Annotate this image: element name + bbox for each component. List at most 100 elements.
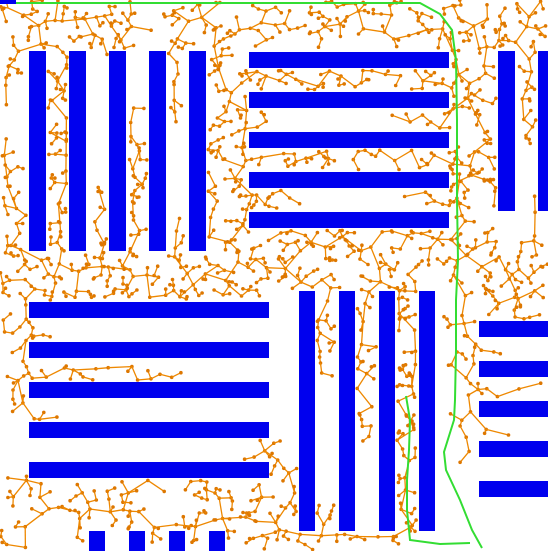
tree-edge bbox=[245, 126, 258, 130]
tree-edge bbox=[498, 256, 507, 270]
tree-edge bbox=[121, 251, 131, 267]
tree-node bbox=[425, 201, 429, 206]
tree-edge bbox=[363, 28, 385, 33]
tree-node bbox=[530, 254, 534, 259]
tree-node bbox=[55, 75, 59, 80]
tree-node bbox=[476, 269, 480, 274]
tree-node bbox=[88, 41, 92, 46]
tree-node bbox=[2, 330, 7, 334]
tree-edge bbox=[344, 533, 358, 538]
solution-path bbox=[0, 1, 483, 549]
tree-node bbox=[366, 77, 371, 82]
tree-node bbox=[134, 488, 139, 493]
tree-node bbox=[54, 122, 59, 127]
tree-node bbox=[308, 30, 313, 34]
tree-node bbox=[462, 333, 467, 338]
tree-node bbox=[395, 286, 400, 290]
tree-node bbox=[8, 312, 13, 316]
tree-edge bbox=[400, 508, 413, 526]
tree-node bbox=[129, 140, 133, 144]
tree-edge bbox=[40, 43, 58, 48]
tree-edge bbox=[174, 230, 178, 249]
tree-edge bbox=[63, 291, 76, 298]
tree-node bbox=[13, 243, 18, 247]
tree-node bbox=[460, 79, 464, 83]
tree-node bbox=[366, 262, 370, 267]
tree-edge bbox=[122, 492, 129, 510]
tree-node bbox=[400, 383, 405, 388]
tree-edge bbox=[54, 181, 67, 185]
tree-node bbox=[332, 277, 336, 282]
tree-node bbox=[398, 501, 403, 506]
tree-edge bbox=[1, 9, 7, 22]
tree-edge bbox=[10, 232, 21, 246]
tree-edge bbox=[352, 159, 360, 170]
tree-node bbox=[402, 194, 407, 199]
tree-node bbox=[498, 44, 502, 48]
tree-node bbox=[84, 11, 89, 16]
tree-node bbox=[16, 190, 21, 195]
tree-node bbox=[358, 413, 362, 417]
tree-node bbox=[336, 77, 340, 81]
tree-node bbox=[527, 137, 531, 142]
tree-node bbox=[184, 264, 189, 269]
tree-node bbox=[447, 111, 451, 115]
tree-edge bbox=[57, 203, 61, 223]
tree-node bbox=[341, 24, 346, 29]
tree-node bbox=[413, 69, 418, 73]
tree-node bbox=[469, 33, 473, 37]
tree-edge bbox=[26, 479, 42, 485]
tree-edge bbox=[257, 30, 267, 41]
tree-edge bbox=[370, 246, 381, 269]
tree-node bbox=[258, 243, 263, 248]
tree-edge bbox=[108, 499, 111, 512]
tree-node bbox=[396, 542, 401, 546]
tree-node bbox=[465, 67, 469, 72]
tree-node bbox=[247, 536, 252, 541]
tree-node bbox=[281, 479, 285, 483]
tree-node bbox=[29, 284, 33, 289]
tree-node bbox=[194, 518, 199, 522]
tree-node bbox=[483, 231, 487, 235]
tree-node bbox=[232, 529, 237, 534]
tree-node bbox=[30, 336, 35, 340]
tree-edge bbox=[115, 288, 127, 291]
tree-node bbox=[228, 168, 233, 172]
tree-node bbox=[225, 240, 230, 244]
tree-edge bbox=[300, 281, 313, 288]
tree-node bbox=[49, 141, 54, 146]
tree-node bbox=[10, 350, 15, 355]
tree-node bbox=[413, 289, 418, 294]
tree-node bbox=[257, 294, 262, 298]
tree-edge bbox=[360, 70, 364, 83]
tree-node bbox=[270, 35, 275, 40]
tree-edge bbox=[73, 368, 96, 371]
tree-node bbox=[144, 227, 148, 232]
tree-node bbox=[306, 87, 310, 91]
tree-node bbox=[321, 85, 325, 89]
tree-node bbox=[94, 367, 98, 371]
tree-node bbox=[29, 487, 33, 491]
tree-node bbox=[540, 243, 544, 247]
tree-node bbox=[411, 422, 416, 427]
tree-node bbox=[181, 277, 185, 281]
tree-edge bbox=[518, 382, 541, 390]
tree-edge bbox=[20, 248, 42, 261]
tree-node bbox=[545, 262, 548, 266]
tree-node bbox=[11, 504, 15, 508]
tree-node bbox=[181, 514, 186, 519]
tree-node bbox=[129, 501, 133, 505]
tree-node bbox=[320, 165, 325, 170]
obstacle-bar bbox=[249, 132, 449, 148]
tree-node bbox=[63, 98, 68, 102]
tree-edge bbox=[7, 7, 25, 16]
tree-node bbox=[46, 256, 51, 261]
tree-node bbox=[541, 7, 545, 11]
tree-node bbox=[303, 23, 307, 28]
tree-node bbox=[492, 76, 497, 80]
tree-node bbox=[343, 237, 348, 242]
tree-edge bbox=[90, 35, 96, 48]
tree-node bbox=[9, 251, 13, 255]
tree-node bbox=[394, 44, 399, 49]
tree-node bbox=[366, 10, 371, 15]
